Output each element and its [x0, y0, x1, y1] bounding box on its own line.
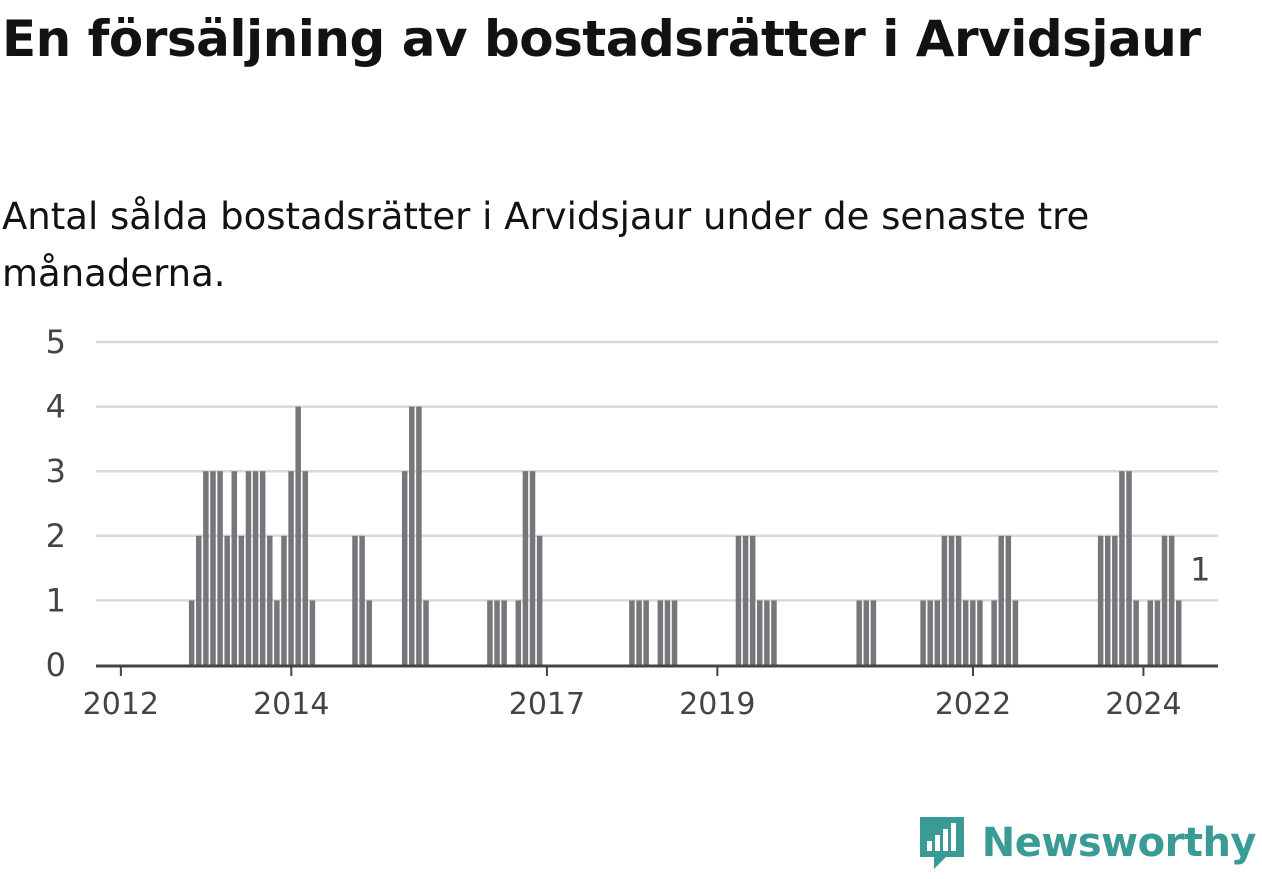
bar [1097, 535, 1104, 665]
bar [1133, 600, 1139, 665]
bar [366, 600, 372, 665]
bar [870, 600, 877, 665]
bar [1012, 600, 1019, 665]
bar [529, 471, 536, 665]
bar [494, 600, 500, 665]
bar [757, 600, 763, 665]
bar [664, 600, 671, 665]
bar [735, 535, 742, 665]
bar [231, 471, 238, 665]
bar [749, 535, 756, 665]
bar [927, 600, 933, 665]
bar [267, 535, 273, 665]
bar [998, 535, 1004, 665]
y-tick-label: 1 [46, 581, 66, 619]
bar [962, 600, 969, 665]
bar [643, 600, 649, 665]
bar [203, 471, 209, 665]
bar [309, 600, 316, 665]
newsworthy-logo-icon [919, 817, 964, 869]
bar [359, 535, 365, 665]
bar [522, 471, 529, 665]
bar [281, 535, 287, 665]
y-tick-label: 2 [46, 517, 66, 555]
bar [1126, 471, 1132, 665]
bar [288, 471, 294, 665]
bar [1104, 535, 1111, 665]
bar [742, 535, 749, 665]
bar [501, 600, 507, 665]
bar [977, 600, 983, 665]
bar [1119, 471, 1125, 665]
bar [401, 471, 408, 665]
chart-subtitle: Antal sålda bostadsrätter i Arvidsjaur u… [2, 195, 1090, 295]
bar [856, 600, 862, 665]
y-tick-label: 3 [46, 452, 66, 490]
bar [863, 600, 870, 665]
data-labels: 1 [1190, 550, 1210, 588]
bar [920, 600, 926, 665]
grid-lines [96, 340, 1218, 602]
bar [487, 600, 493, 665]
bars [188, 406, 1182, 665]
x-tick-label: 2019 [679, 687, 755, 722]
bar-chart: 0 1 2 3 4 5 2012 2014 2017 2019 2022 2024 1 [46, 323, 1218, 722]
bar [764, 600, 770, 665]
bar [948, 535, 955, 665]
chart-title: En försäljning av bostadsrätter i Arvids… [2, 10, 1201, 68]
bar [991, 600, 997, 665]
y-tick-label: 4 [46, 388, 66, 426]
bar [629, 600, 635, 665]
bar [210, 471, 216, 665]
bar [416, 406, 422, 665]
bar [636, 600, 642, 665]
x-axis: 2012 2014 2017 2019 2022 2024 [83, 664, 1218, 722]
bar [352, 535, 358, 665]
x-tick-label: 2014 [253, 687, 329, 722]
bar [274, 600, 280, 665]
bar [259, 471, 266, 665]
x-tick-label: 2017 [509, 687, 585, 722]
bar [536, 535, 543, 665]
bar [955, 535, 962, 665]
bar [1175, 600, 1182, 665]
y-tick-label: 0 [46, 646, 66, 684]
bar [1168, 535, 1175, 665]
bar [224, 535, 230, 665]
bar [941, 535, 948, 665]
bar [252, 471, 259, 665]
x-tick-label: 2012 [83, 687, 159, 722]
bar [245, 471, 252, 665]
bar [515, 600, 522, 665]
bar [302, 471, 309, 665]
bar [238, 535, 245, 665]
bar [771, 600, 777, 665]
bar [217, 471, 223, 665]
x-tick-label: 2024 [1105, 687, 1181, 722]
bar [1154, 600, 1161, 665]
bar [409, 406, 415, 665]
x-tick-label: 2022 [935, 687, 1011, 722]
bar [1147, 600, 1154, 665]
bar [188, 600, 195, 665]
y-axis-ticks: 0 1 2 3 4 5 [46, 323, 66, 684]
bar [1112, 535, 1118, 665]
bar [196, 535, 202, 665]
bar [970, 600, 976, 665]
bar [423, 600, 429, 665]
bar [671, 600, 678, 665]
bar [295, 406, 301, 665]
brand-name: Newsworthy [981, 820, 1257, 866]
y-tick-label: 5 [46, 323, 66, 361]
bar [934, 600, 941, 665]
bar [1161, 535, 1168, 665]
highlight-data-label: 1 [1190, 550, 1210, 588]
newsworthy-logo[interactable]: Newsworthy [916, 813, 1257, 873]
bar [657, 600, 664, 665]
bar [1005, 535, 1012, 665]
